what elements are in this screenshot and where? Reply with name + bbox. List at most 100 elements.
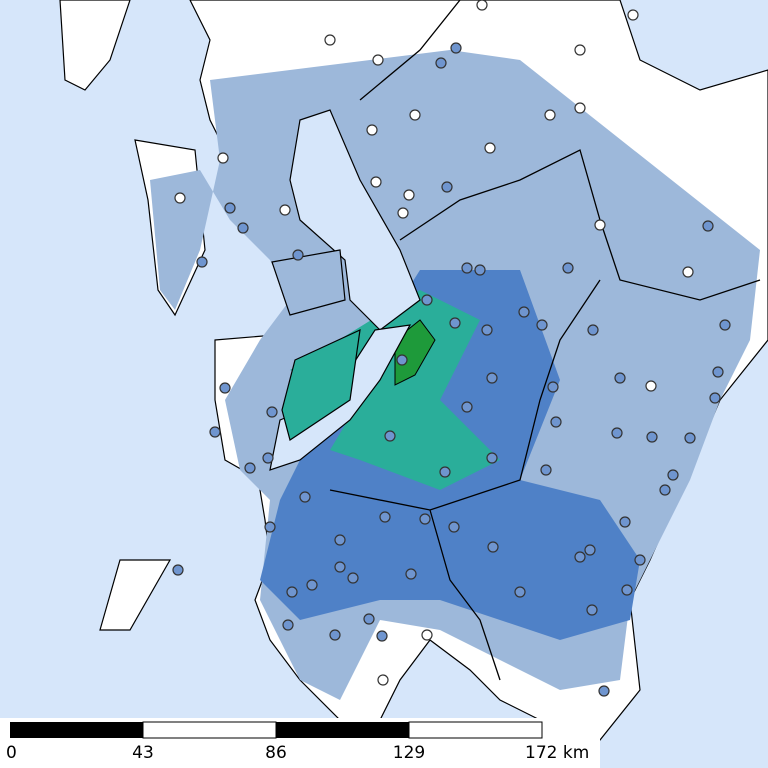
station [614,372,626,384]
station [547,381,559,393]
station [282,619,294,631]
station [514,586,526,598]
station [461,401,473,413]
station [611,427,623,439]
station [627,9,639,21]
station [306,579,318,591]
station [441,181,453,193]
station [646,431,658,443]
station [461,262,473,274]
station [299,491,311,503]
scale-segment [142,721,277,739]
station [370,176,382,188]
station [684,432,696,444]
station [450,42,462,54]
station [324,34,336,46]
scale-segment [408,721,543,739]
station [405,568,417,580]
station [439,466,451,478]
station [286,586,298,598]
station [384,430,396,442]
station [540,464,552,476]
station [682,266,694,278]
station [702,220,714,232]
station [334,561,346,573]
station [448,521,460,533]
station [224,202,236,214]
station [347,572,359,584]
station [536,319,548,331]
station [709,392,721,404]
station [594,219,606,231]
scale-segment [10,722,143,738]
intensity-green [394,319,436,386]
station [574,44,586,56]
station [377,674,389,686]
station [449,317,461,329]
station [484,142,496,154]
station [421,629,433,641]
scale-label: 86 [265,743,287,763]
station [209,426,221,438]
station [329,629,341,641]
station [586,604,598,616]
prefecture-border [359,0,461,101]
station [174,192,186,204]
station [474,264,486,276]
station [518,306,530,318]
station [264,521,276,533]
land-island [99,559,172,631]
station [574,551,586,563]
land-island [281,328,361,441]
station [419,513,431,525]
station [584,544,596,556]
station [279,204,291,216]
station [562,262,574,274]
station [396,354,408,366]
station [712,366,724,378]
station [598,685,610,697]
land-peninsula [271,249,346,316]
station [262,452,274,464]
station [244,462,256,474]
station [266,406,278,418]
station [334,534,346,546]
prefecture-border [429,509,501,681]
station [379,511,391,523]
station [486,372,498,384]
station [645,380,657,392]
station [574,102,586,114]
station [397,207,409,219]
scale-segment [276,722,409,738]
scale-label: 0 [6,743,17,763]
station [619,516,631,528]
station [219,382,231,394]
station [659,484,671,496]
station [403,189,415,201]
station [376,630,388,642]
station [172,564,184,576]
station [421,294,433,306]
scale-label: 43 [132,743,154,763]
stations [172,0,731,697]
station [486,452,498,464]
station [372,54,384,66]
station [237,222,249,234]
station [481,324,493,336]
station [366,124,378,136]
station [363,613,375,625]
station [196,256,208,268]
prefecture-border [399,149,761,301]
scale-label: 172 km [525,743,589,763]
station [476,0,488,11]
prefecture-border [329,279,601,511]
station [634,554,646,566]
scale-label: 129 [393,743,425,763]
station [544,109,556,121]
station [719,319,731,331]
station [487,541,499,553]
station [217,152,229,164]
station [667,469,679,481]
station [292,249,304,261]
